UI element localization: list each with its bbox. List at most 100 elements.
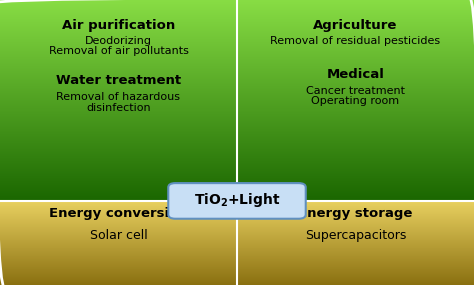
Bar bbox=[238, 246, 474, 247]
Bar bbox=[238, 238, 474, 239]
Bar bbox=[238, 218, 474, 219]
Bar bbox=[238, 5, 474, 6]
Bar bbox=[0, 269, 236, 270]
Bar bbox=[0, 73, 236, 74]
Bar bbox=[238, 244, 474, 245]
Bar bbox=[0, 19, 236, 21]
Bar bbox=[0, 221, 236, 222]
Bar bbox=[0, 166, 236, 168]
Bar bbox=[238, 255, 474, 256]
Bar bbox=[0, 279, 236, 280]
Bar bbox=[0, 142, 236, 144]
Bar bbox=[0, 24, 236, 25]
Bar bbox=[0, 282, 236, 283]
Bar bbox=[238, 81, 474, 82]
Bar bbox=[0, 121, 236, 123]
Bar bbox=[0, 240, 236, 241]
Bar bbox=[238, 46, 474, 47]
Bar bbox=[238, 47, 474, 48]
Bar bbox=[238, 274, 474, 275]
Bar bbox=[0, 245, 236, 246]
Bar bbox=[238, 195, 474, 197]
Bar bbox=[238, 232, 474, 233]
Bar bbox=[0, 74, 236, 75]
Bar bbox=[238, 171, 474, 173]
Bar bbox=[238, 211, 474, 212]
Bar bbox=[0, 278, 236, 279]
Bar bbox=[0, 153, 236, 155]
Bar bbox=[0, 262, 236, 263]
Bar bbox=[238, 228, 474, 229]
Bar bbox=[238, 122, 474, 124]
Bar bbox=[0, 223, 236, 224]
Bar bbox=[0, 76, 236, 77]
Bar bbox=[238, 165, 474, 167]
Bar bbox=[238, 215, 474, 216]
Bar bbox=[238, 102, 474, 103]
Bar bbox=[238, 170, 474, 172]
Bar bbox=[0, 254, 236, 255]
Bar bbox=[238, 38, 474, 40]
Bar bbox=[238, 78, 474, 79]
Bar bbox=[0, 247, 236, 249]
Bar bbox=[238, 239, 474, 240]
Bar bbox=[0, 225, 236, 226]
Bar bbox=[0, 147, 236, 149]
Bar bbox=[0, 118, 236, 119]
Bar bbox=[238, 278, 474, 279]
Bar bbox=[0, 46, 236, 47]
Bar bbox=[0, 83, 236, 84]
Bar bbox=[238, 239, 474, 240]
Bar bbox=[238, 263, 474, 264]
Bar bbox=[0, 169, 236, 171]
Bar bbox=[238, 145, 474, 147]
Bar bbox=[0, 239, 236, 240]
Bar bbox=[238, 133, 474, 135]
Bar bbox=[0, 48, 236, 49]
Bar bbox=[238, 166, 474, 168]
Bar bbox=[238, 158, 474, 160]
Bar bbox=[0, 242, 236, 243]
Bar bbox=[0, 160, 236, 162]
Bar bbox=[238, 184, 474, 186]
Bar bbox=[0, 141, 236, 143]
Bar bbox=[0, 259, 236, 260]
Bar bbox=[238, 17, 474, 19]
Bar bbox=[238, 163, 474, 165]
Bar bbox=[0, 267, 236, 268]
Bar bbox=[238, 117, 474, 119]
Bar bbox=[0, 224, 236, 225]
Bar bbox=[238, 284, 474, 285]
Bar bbox=[238, 282, 474, 283]
Bar bbox=[0, 217, 236, 218]
Bar bbox=[238, 277, 474, 278]
Bar bbox=[0, 260, 236, 261]
Bar bbox=[0, 203, 236, 204]
Bar bbox=[0, 222, 236, 223]
Bar bbox=[0, 130, 236, 132]
Bar bbox=[238, 196, 474, 198]
Bar bbox=[238, 141, 474, 143]
Bar bbox=[0, 11, 236, 13]
Bar bbox=[238, 212, 474, 213]
Bar bbox=[238, 34, 474, 35]
Bar bbox=[238, 231, 474, 232]
Bar bbox=[0, 127, 236, 129]
Bar bbox=[0, 104, 236, 105]
Bar bbox=[238, 245, 474, 246]
Bar bbox=[238, 206, 474, 207]
Bar bbox=[238, 273, 474, 274]
Bar bbox=[0, 82, 236, 84]
Bar bbox=[0, 213, 236, 214]
Bar bbox=[0, 28, 236, 30]
Bar bbox=[238, 228, 474, 229]
Bar bbox=[238, 61, 474, 62]
Bar bbox=[0, 9, 236, 11]
Bar bbox=[238, 217, 474, 218]
Bar bbox=[0, 212, 236, 213]
Bar bbox=[238, 236, 474, 237]
Bar bbox=[0, 227, 236, 228]
Bar bbox=[238, 252, 474, 253]
Bar bbox=[0, 75, 236, 76]
Bar bbox=[238, 24, 474, 25]
